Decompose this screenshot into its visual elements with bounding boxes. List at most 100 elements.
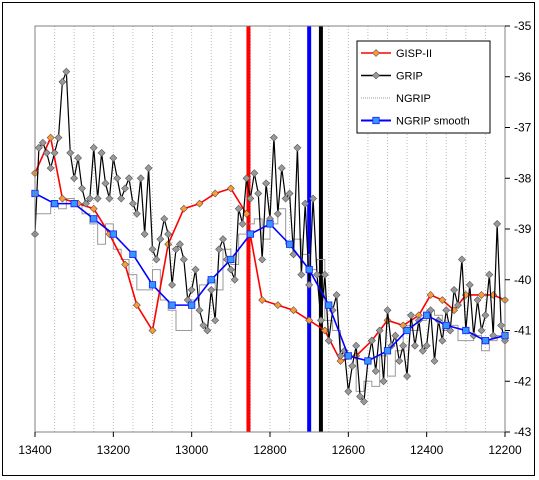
data-point [62,67,71,76]
y-tick-label: -35 [514,19,532,33]
data-point [364,357,372,365]
data-point [109,230,117,238]
data-point [372,71,380,80]
data-point [395,357,404,365]
data-point [438,336,447,345]
data-point [289,306,298,315]
data-point [262,179,271,188]
data-point [320,270,329,279]
data-point [238,220,247,228]
data-point [485,270,494,279]
data-point [344,352,352,360]
data-point [430,357,439,365]
series-grip [31,67,509,406]
x-axis: 13400 13200 13000 12800 12600 12400 12200 [18,432,522,457]
data-point [90,215,98,223]
data-point [215,245,224,254]
y-tick-label: -41 [514,324,532,338]
data-point [325,301,333,309]
data-point [348,362,357,370]
data-point [34,143,43,152]
data-point [320,326,329,335]
data-point [234,204,243,213]
data-point [109,154,118,162]
x-tick-label: 13000 [175,443,209,457]
data-point [371,367,380,376]
data-point [78,184,86,193]
data-point [285,189,294,198]
data-point [442,321,450,330]
data-point [101,179,110,188]
data-point [81,199,90,208]
data-point [175,240,184,249]
data-point [438,296,447,304]
data-point [168,301,176,309]
legend-label: NGRIP [396,93,431,105]
data-point [172,245,180,254]
series-group [31,67,509,406]
legend-entry: GRIP [361,71,423,83]
data-point [85,194,94,203]
data-point [46,133,55,142]
data-point [230,275,239,284]
data-point [277,164,286,173]
legend-entry: NGRIP [361,93,431,105]
data-point [336,357,345,365]
data-point [42,148,51,157]
data-point [497,321,506,330]
data-point [324,336,333,345]
x-tick-label: 12600 [332,443,366,457]
legend-label: GISP-II [396,48,432,60]
data-point [140,230,149,238]
data-point [293,143,302,152]
data-point [74,154,83,162]
data-point [121,260,130,269]
legend-label: GRIP [396,71,423,83]
chart-frame [2,2,535,476]
data-point [399,341,408,350]
data-point [70,200,78,208]
data-point [128,199,137,208]
data-point [423,311,431,319]
data-point [211,189,220,198]
data-point [168,280,177,289]
data-point [356,392,365,401]
x-tick-label: 13200 [97,443,131,457]
x-tick-label: 12200 [488,443,522,457]
data-point [191,265,200,274]
legend-entry: GISP-II [361,48,432,60]
data-point [164,230,173,238]
data-point [148,326,157,335]
data-point [121,184,130,193]
data-point [410,341,419,350]
x-tick-label: 12800 [253,443,287,457]
data-point [188,301,196,309]
data-point [195,306,204,315]
legend: GISP-II GRIP NGRIP NGRIP smooth [356,40,491,134]
data-point [148,245,157,254]
y-tick-label: -43 [514,425,532,439]
data-point [70,174,79,183]
data-point [301,199,310,208]
data-point [305,265,313,274]
data-point [156,235,165,244]
data-point [164,240,173,249]
data-point [129,250,137,258]
data-point [383,347,392,355]
x-tick-label: 13400 [18,443,52,457]
data-point [50,200,59,208]
data-point [148,281,157,289]
data-point [481,337,490,345]
data-point [227,255,235,264]
y-tick-label: -36 [514,70,532,84]
data-point [58,77,67,86]
data-point [305,316,314,325]
y-tick-label: -40 [514,273,532,287]
y-tick-label: -38 [514,171,532,185]
data-point [454,301,462,310]
data-point [462,326,470,335]
data-point [89,204,98,213]
data-point [332,291,341,299]
data-point [258,255,267,264]
